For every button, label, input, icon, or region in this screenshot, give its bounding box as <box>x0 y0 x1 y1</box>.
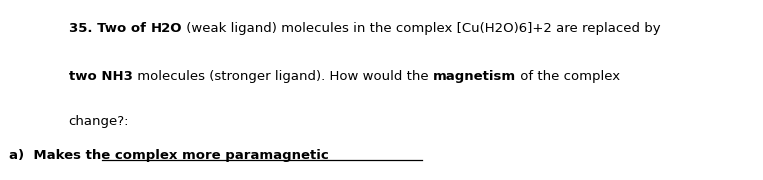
Text: (weak ligand) molecules in the complex [Cu(H2O)6]+2 are replaced by: (weak ligand) molecules in the complex [… <box>182 22 661 35</box>
Text: change?:: change?: <box>69 115 129 128</box>
Text: molecules (stronger ligand). How would the: molecules (stronger ligand). How would t… <box>133 70 433 83</box>
Text: magnetism: magnetism <box>433 70 516 83</box>
Text: of the complex: of the complex <box>516 70 620 83</box>
Text: H2O: H2O <box>150 22 182 35</box>
Text: 35. Two of: 35. Two of <box>69 22 150 35</box>
Text: a)  Makes the complex more paramagnetic: a) Makes the complex more paramagnetic <box>9 149 329 162</box>
Text: two NH3: two NH3 <box>69 70 133 83</box>
